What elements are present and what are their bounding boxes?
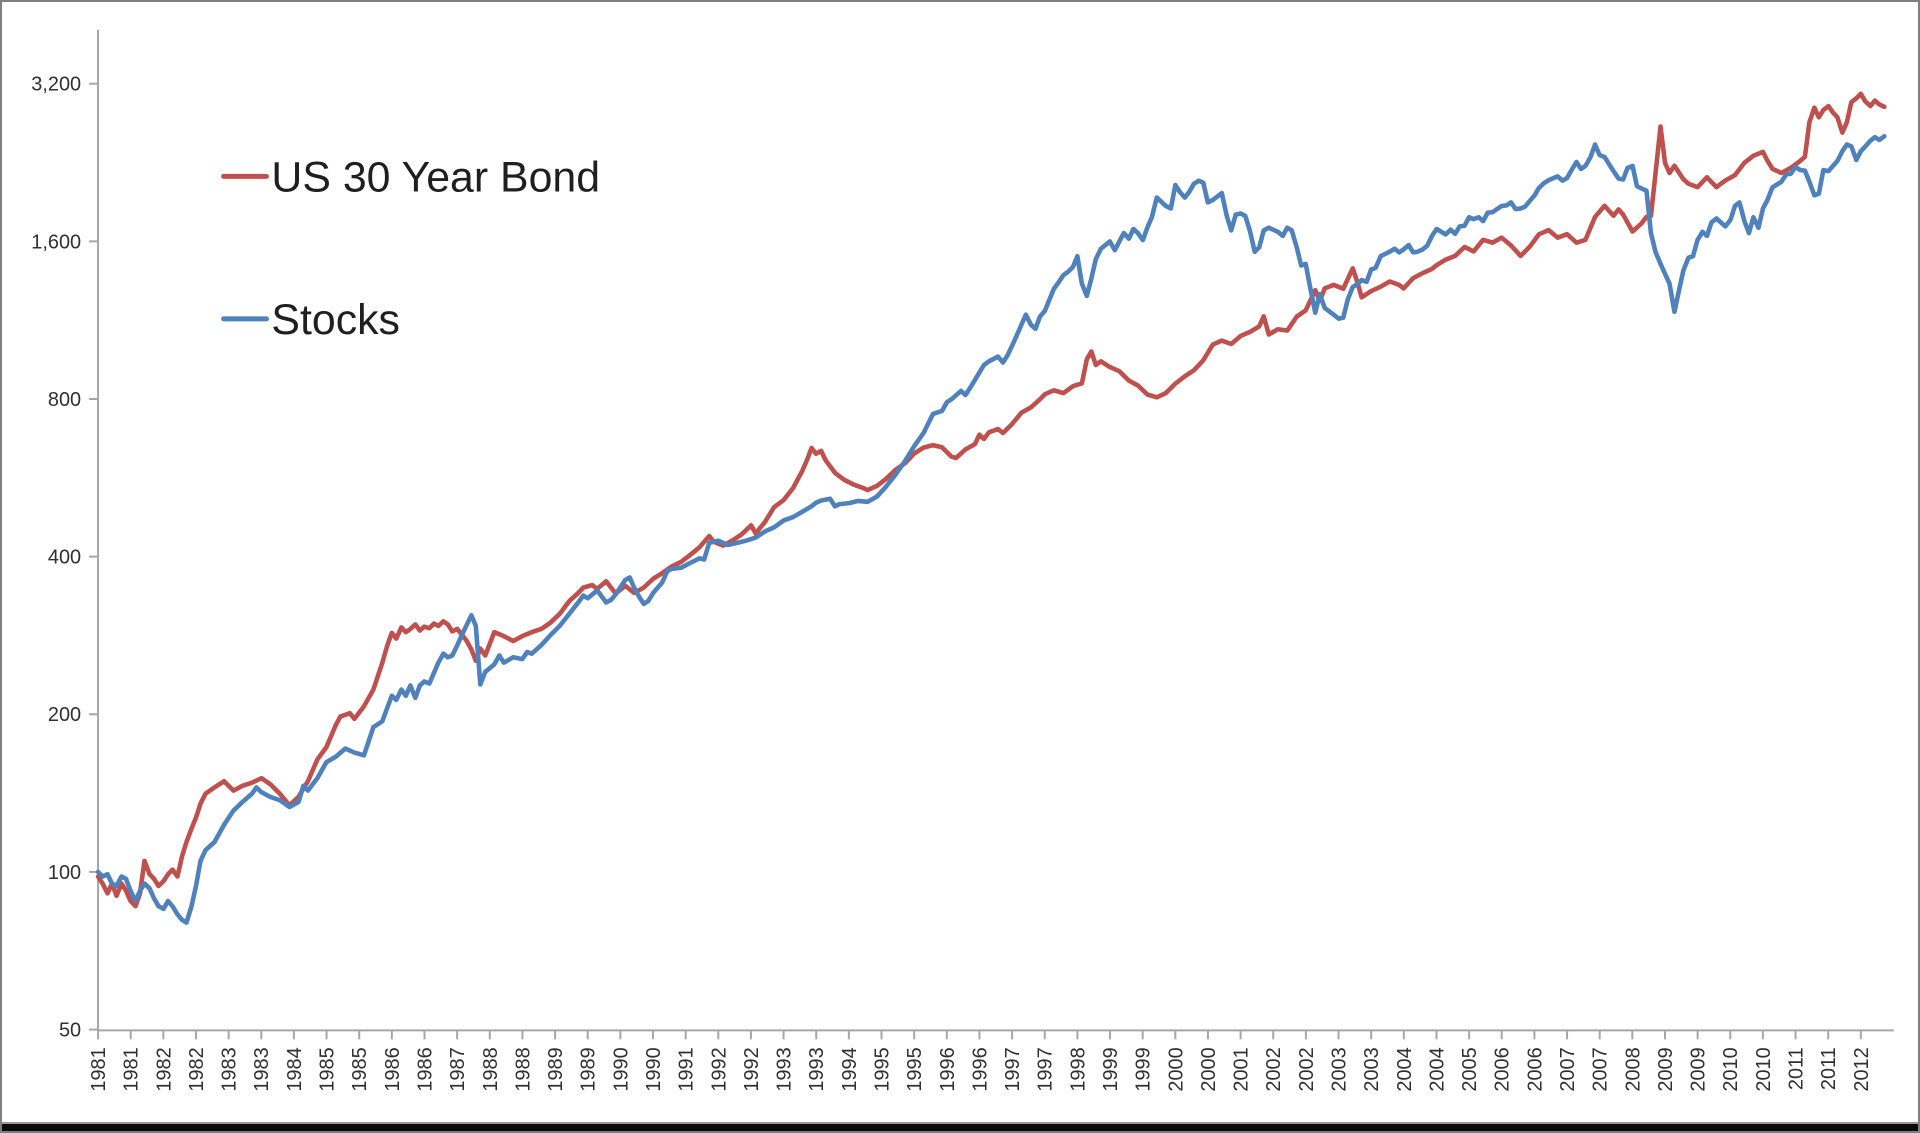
x-tick-label: 1984 (284, 1047, 306, 1091)
x-tick-label: 2002 (1296, 1047, 1318, 1091)
x-tick-label: 1986 (382, 1047, 404, 1091)
x-tick-label: 1996 (969, 1047, 991, 1091)
x-tick-label: 2000 (1198, 1047, 1220, 1091)
bottom-edge-bar (2, 1122, 1918, 1131)
x-tick-label: 2010 (1753, 1047, 1775, 1091)
series-layer (95, 91, 1887, 925)
x-tick-label: 2012 (1851, 1047, 1873, 1091)
y-tick-label: 200 (48, 704, 81, 726)
x-tick-label: 2011 (1818, 1047, 1840, 1090)
x-tick-label: 1994 (839, 1047, 861, 1091)
legend: US 30 Year Bond Stocks (221, 153, 600, 344)
x-tick-label: 1988 (512, 1047, 534, 1091)
y-tick-label: 3,200 (31, 74, 81, 96)
x-tick-label: 1996 (937, 1047, 959, 1091)
y-tick-label: 1,600 (31, 231, 81, 253)
x-tick-label: 1985 (317, 1047, 339, 1091)
x-tick-label: 2004 (1426, 1047, 1448, 1091)
x-tick-label: 2002 (1263, 1047, 1285, 1091)
x-tick-label: 1993 (774, 1047, 796, 1091)
y-tick-label: 100 (48, 862, 81, 884)
x-tick-label: 1990 (643, 1047, 665, 1091)
x-tick-label: 1987 (447, 1047, 469, 1091)
x-tick-label: 2000 (1165, 1047, 1187, 1091)
y-tick-label: 50 (59, 1020, 81, 1042)
x-tick-label: 1995 (871, 1047, 893, 1091)
x-tick-label: 1986 (414, 1047, 436, 1091)
x-tick-label: 1988 (480, 1047, 502, 1091)
x-tick-label: 2003 (1361, 1047, 1383, 1091)
x-tick-label: 1989 (578, 1047, 600, 1091)
stocks-series-line (95, 134, 1887, 925)
x-tick-label: 2003 (1329, 1047, 1351, 1091)
axes-layer: 3,200 1,600 800 400 200 100 50 1981 1981 1982 1982… (31, 29, 1894, 1092)
x-tick-label: 1990 (610, 1047, 632, 1091)
x-tick-label: 1992 (708, 1047, 730, 1091)
y-tick-label: 400 (48, 547, 81, 569)
x-tick-label: 1997 (1002, 1047, 1024, 1091)
x-tick-label: 2006 (1524, 1047, 1546, 1091)
x-tick-label: 1997 (1035, 1047, 1057, 1091)
x-tick-label: 2008 (1622, 1047, 1644, 1091)
x-tick-label: 2004 (1394, 1047, 1416, 1091)
x-tick-label: 2007 (1590, 1047, 1612, 1091)
legend-label-bond: US 30 Year Bond (271, 153, 600, 201)
x-tick-label: 1995 (904, 1047, 926, 1091)
x-tick-label: 1985 (349, 1047, 371, 1091)
x-tick-label: 1998 (1067, 1047, 1089, 1091)
x-tick-label: 1982 (186, 1047, 208, 1091)
x-tick-label: 1993 (806, 1047, 828, 1091)
x-tick-label: 1992 (741, 1047, 763, 1091)
x-tick-label: 2006 (1492, 1047, 1514, 1091)
x-tick-label: 1989 (545, 1047, 567, 1091)
x-tick-label: 1982 (153, 1047, 175, 1091)
x-tick-label: 2009 (1688, 1047, 1710, 1091)
y-tick-label: 800 (48, 389, 81, 411)
x-tick-label: 2011 (1786, 1047, 1808, 1090)
x-tick-label: 2001 (1231, 1047, 1253, 1091)
x-tick-label: 2007 (1557, 1047, 1579, 1091)
x-tick-label: 1983 (219, 1047, 241, 1091)
x-tick-label: 1991 (676, 1047, 698, 1091)
bond-series-line (95, 91, 1887, 909)
x-tick-label: 1983 (251, 1047, 273, 1091)
x-tick-label: 2005 (1459, 1047, 1481, 1091)
x-tick-label: 2009 (1655, 1047, 1677, 1091)
x-tick-label: 2010 (1720, 1047, 1742, 1091)
x-tick-label: 1981 (121, 1047, 143, 1091)
x-tick-label: 1999 (1100, 1047, 1122, 1091)
legend-label-stocks: Stocks (271, 296, 400, 344)
x-tick-label: 1981 (88, 1047, 110, 1091)
x-tick-label: 1999 (1133, 1047, 1155, 1091)
